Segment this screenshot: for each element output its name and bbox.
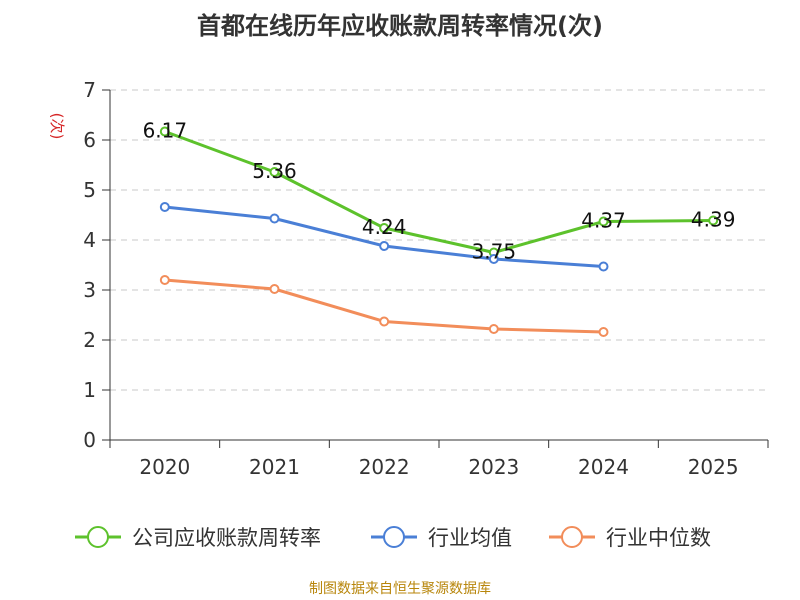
series-layer	[159, 126, 719, 337]
label-layer: 6.17 5.36 4.24 3.75 4.37 4.39	[143, 119, 736, 264]
data-point	[269, 167, 280, 177]
data-point	[159, 275, 170, 285]
data-label: 5.36	[252, 159, 297, 183]
chart-title: 首都在线历年应收账款周转率情况(次)	[197, 12, 603, 40]
y-tick-label: 6	[83, 128, 96, 152]
legend: 公司应收账款周转率 行业均值 行业中位数	[75, 526, 711, 550]
series-line	[164, 130, 714, 254]
y-tick-label: 3	[83, 278, 96, 302]
data-label: 4.24	[362, 215, 407, 239]
x-tick-label: 2021	[249, 455, 300, 479]
x-tick-label: 2023	[468, 455, 519, 479]
data-point	[598, 327, 609, 337]
data-label: 4.39	[691, 208, 736, 232]
data-point	[708, 215, 719, 226]
x-tick-label: 2022	[359, 455, 410, 479]
data-point	[269, 213, 280, 224]
data-label: 6.17	[143, 119, 188, 143]
axis-layer: 0 1 2 3 4 5 6 7 (次) 2020 2021 2022 2023 2024 2025	[48, 78, 769, 479]
data-point	[379, 241, 390, 251]
legend-label: 行业均值	[428, 526, 512, 550]
legend-marker	[383, 526, 405, 548]
data-point	[159, 202, 170, 212]
legend-marker	[87, 526, 109, 548]
source-note: 制图数据来自恒生聚源数据库	[309, 581, 491, 597]
x-tick-label: 2025	[688, 455, 739, 479]
y-tick-label: 5	[83, 178, 96, 202]
y-tick-label: 0	[83, 428, 96, 452]
y-tick-label: 1	[83, 378, 96, 402]
y-axis-title: (次)	[48, 113, 66, 140]
data-point	[379, 316, 390, 327]
data-point	[159, 126, 170, 137]
data-point	[598, 261, 609, 272]
x-tick-label: 2024	[578, 455, 629, 479]
data-label: 3.75	[472, 240, 517, 264]
y-tick-label: 2	[83, 328, 96, 352]
data-label: 4.37	[581, 209, 626, 233]
y-tick-label: 7	[83, 78, 96, 102]
data-point	[488, 254, 499, 264]
y-tick-label: 4	[83, 228, 96, 252]
data-point	[598, 216, 609, 227]
data-point	[269, 284, 280, 294]
data-point	[488, 324, 499, 334]
x-tick-label: 2020	[139, 455, 190, 479]
legend-marker	[561, 526, 583, 548]
data-point	[379, 223, 390, 233]
legend-label: 行业中位数	[606, 526, 711, 550]
legend-label: 公司应收账款周转率	[132, 526, 321, 550]
